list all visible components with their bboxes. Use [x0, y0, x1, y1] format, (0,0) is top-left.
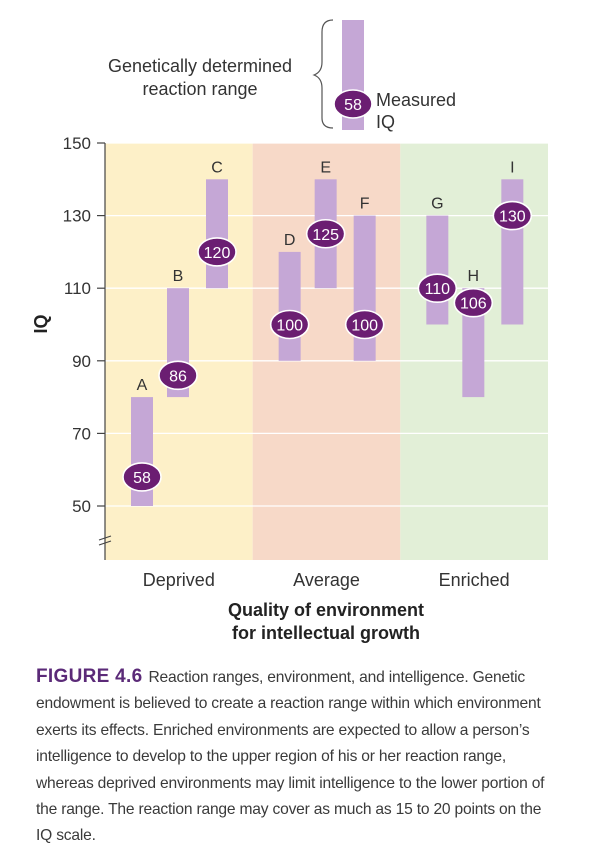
figure-caption: FIGURE 4.6 Reaction ranges, environment, … — [36, 664, 556, 850]
measured-value-b: 86 — [169, 368, 187, 385]
category-label-average: Average — [293, 570, 360, 590]
measured-badge-a — [122, 462, 162, 492]
range-label-d: D — [284, 232, 296, 249]
reaction-range-bars: A 58 B 86 C 120 D 100 E 125 F 100 G 110 H 106 I 130 — [122, 159, 533, 506]
legend-measured-badge — [333, 89, 373, 119]
tick-label-90: 90 — [72, 352, 91, 371]
figure-label: FIGURE 4.6 — [36, 666, 143, 687]
range-label-b: B — [173, 268, 184, 285]
tick-label-130: 130 — [63, 207, 91, 226]
legend-measured-value: 58 — [344, 97, 362, 114]
measured-badge-e — [305, 218, 346, 249]
tick-label-50: 50 — [72, 497, 91, 516]
x-axis-title: Quality of environment — [228, 600, 424, 620]
range-label-i: I — [510, 159, 514, 176]
range-bar-g — [426, 215, 449, 325]
category-label-enriched: Enriched — [439, 570, 510, 590]
measured-value-a: 58 — [133, 470, 151, 487]
measured-badge-i — [492, 200, 533, 231]
legend-measured-label: IQ — [376, 112, 395, 132]
measured-badge-g — [417, 273, 458, 304]
range-label-f: F — [360, 196, 370, 213]
reaction-range-chart: 50 70 90 110 130 150 A 58 B 86 C 120 D 100 E 125 F 100 G 1… — [31, 19, 548, 643]
tick-label-70: 70 — [72, 424, 91, 443]
legend-range-label: Genetically determined — [108, 56, 292, 76]
measured-value-e: 125 — [312, 227, 339, 244]
legend-brace — [312, 19, 334, 129]
range-label-a: A — [137, 377, 148, 394]
tick-label-110: 110 — [64, 279, 91, 298]
range-label-c: C — [211, 159, 223, 176]
caption-text: Reaction ranges, environment, and intell… — [36, 669, 545, 845]
measured-value-c: 120 — [204, 245, 231, 262]
measured-badge-b — [158, 360, 198, 391]
y-axis-title: IQ — [31, 314, 51, 333]
axis-labels: Deprived Average Enriched Quality of enviro… — [31, 314, 510, 643]
x-axis-title: for intellectual growth — [232, 623, 420, 643]
measured-value-i: 130 — [499, 209, 526, 226]
measured-value-d: 100 — [276, 318, 303, 335]
measured-badge-d — [269, 309, 310, 340]
measured-value-h: 106 — [460, 296, 487, 313]
legend: Genetically determined reaction range 58 Me… — [108, 19, 456, 132]
axis-break-mark — [98, 540, 112, 546]
legend-measured-label: Measured — [376, 90, 456, 110]
range-label-h: H — [468, 268, 480, 285]
range-bar-c — [206, 179, 228, 289]
range-label-g: G — [431, 196, 443, 213]
measured-value-g: 110 — [425, 281, 451, 298]
measured-value-f: 100 — [351, 318, 378, 335]
measured-badge-c — [197, 237, 237, 267]
y-axis: 50 70 90 110 130 150 — [63, 134, 112, 560]
tick-label-150: 150 — [63, 134, 91, 153]
range-bar-d — [278, 251, 301, 361]
measured-badge-h — [453, 287, 494, 318]
category-label-deprived: Deprived — [143, 570, 215, 590]
measured-badge-f — [344, 309, 385, 340]
range-label-e: E — [320, 159, 331, 176]
axis-break-mark — [98, 535, 112, 541]
legend-range-label: reaction range — [142, 79, 257, 99]
